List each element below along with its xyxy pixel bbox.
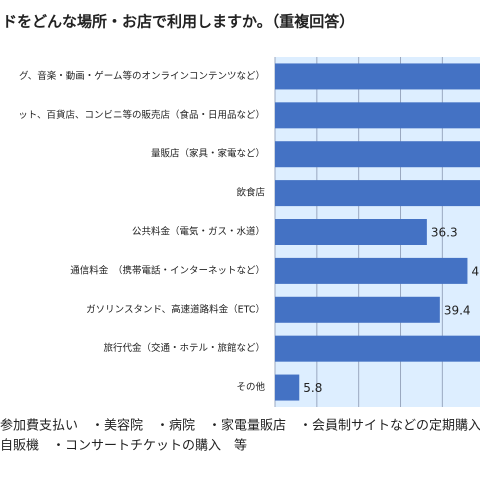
bar xyxy=(275,63,480,90)
category-label: グ、音楽・動画・ゲーム等のオンラインコンテンツなど） xyxy=(19,70,265,82)
footnote: 参加費支払い ・美容院 ・病院 ・家電量販店 ・会員制サイトなどの定期購入 xyxy=(0,418,480,434)
category-label: 公共料金（電気・ガス・水道） xyxy=(132,226,265,238)
bar xyxy=(275,335,480,362)
chart-title: ドをどんな場所・お店で利用しますか。（重複回答） xyxy=(2,13,354,31)
bar xyxy=(275,374,300,401)
footnote: 自販機 ・コンサートチケットの購入 等 xyxy=(0,438,247,454)
category-label: 飲食店 xyxy=(236,187,265,199)
bar xyxy=(275,102,480,129)
data-label: 46 xyxy=(471,264,480,278)
data-label: 39.4 xyxy=(444,303,471,317)
category-label: 通信料金 （携帯電話・インターネットなど） xyxy=(70,264,265,276)
data-label: 5.8 xyxy=(303,381,322,395)
bar xyxy=(275,257,468,284)
bar xyxy=(275,296,440,323)
bar xyxy=(275,219,427,245)
category-label: 旅行代金（交通・ホテル・旅館など） xyxy=(103,342,265,354)
category-label: 量販店（家具・家電など） xyxy=(151,148,265,160)
data-label: 36.3 xyxy=(431,226,458,240)
category-label: ット、百貨店、コンビニ等の販売店（食品・日用品など） xyxy=(18,109,265,121)
bar xyxy=(275,180,480,207)
bar xyxy=(275,141,480,168)
category-label: ガソリンスタンド、高速道路料金（ETC） xyxy=(86,303,265,315)
category-label: その他 xyxy=(236,381,265,393)
